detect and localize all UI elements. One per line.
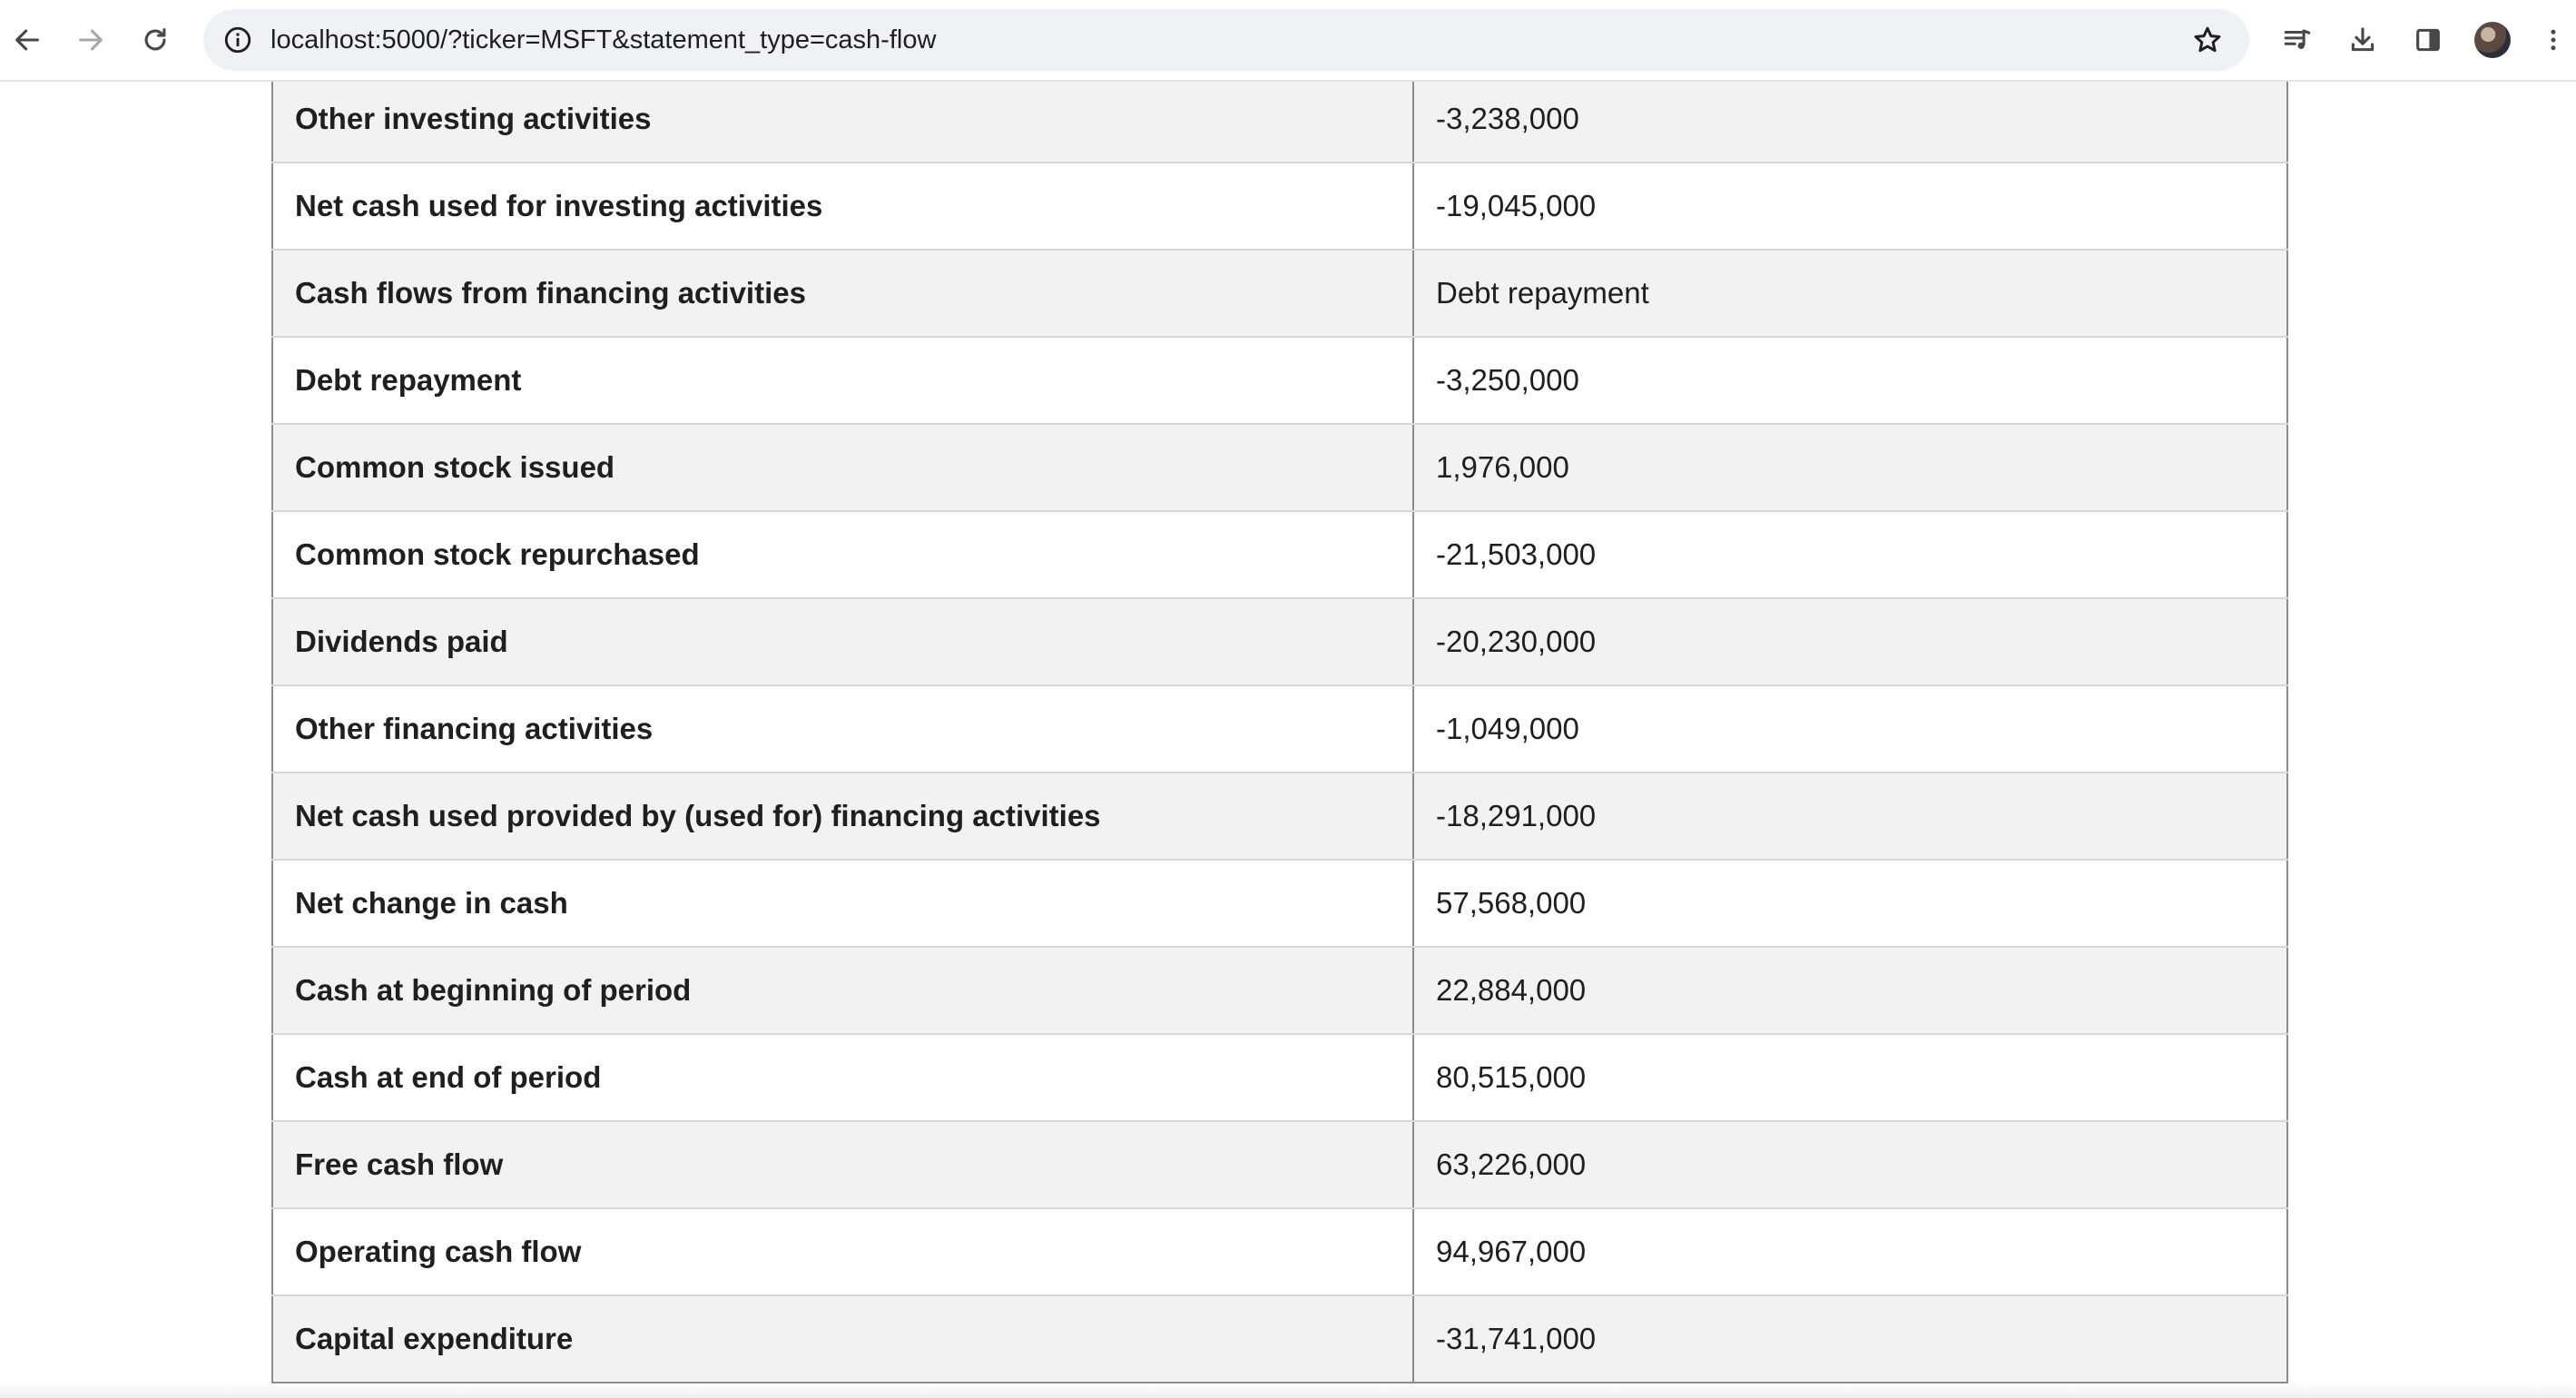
row-value: -20,230,000 [1412,597,2288,686]
table-row: Net cash used provided by (used for) fin… [271,772,2288,861]
row-value: 1,976,000 [1412,423,2288,512]
reload-button[interactable] [134,19,176,61]
table-row: Net cash used for investing activities -… [271,162,2288,251]
forward-button[interactable] [70,19,112,61]
row-label: Common stock repurchased [271,510,1414,599]
avatar[interactable] [2474,22,2511,58]
table-row: Free cash flow 63,226,000 [271,1120,2288,1209]
row-label: Cash at beginning of period [271,946,1414,1035]
table-row: Dividends paid -20,230,000 [271,597,2288,686]
url-text[interactable]: localhost:5000/?ticker=MSFT&statement_ty… [270,25,937,54]
row-label: Net cash used provided by (used for) fin… [271,772,1414,861]
row-value: 80,515,000 [1412,1033,2288,1122]
menu-button[interactable] [2540,19,2567,61]
row-label: Net change in cash [271,859,1414,948]
row-value: 22,884,000 [1412,946,2288,1035]
table-row: Capital expenditure -31,741,000 [271,1295,2288,1383]
table-row: Common stock issued 1,976,000 [271,423,2288,512]
row-label: Common stock issued [271,423,1414,512]
row-label: Capital expenditure [271,1295,1414,1383]
table-row: Cash at end of period 80,515,000 [271,1033,2288,1122]
side-panel-button[interactable] [2407,19,2449,61]
row-value: -1,049,000 [1412,684,2288,773]
row-label: Other financing activities [271,684,1414,773]
bookmark-button[interactable] [2186,18,2229,62]
row-label: Operating cash flow [271,1207,1414,1296]
table-row: Net change in cash 57,568,000 [271,859,2288,948]
arrow-left-icon [15,29,39,51]
row-value: -3,250,000 [1412,336,2288,425]
row-value: -21,503,000 [1412,510,2288,599]
table-row: Debt repayment -3,250,000 [271,336,2288,425]
media-queue-button[interactable] [2276,19,2318,61]
row-label: Net cash used for investing activities [271,162,1414,251]
reload-icon [144,28,166,51]
kebab-menu-icon [2551,29,2556,51]
address-bar[interactable]: localhost:5000/?ticker=MSFT&statement_ty… [203,9,2249,71]
row-value: -18,291,000 [1412,772,2288,861]
table-row: Other investing activities -3,238,000 [271,82,2288,163]
row-value: 94,967,000 [1412,1207,2288,1296]
table-row: Common stock repurchased -21,503,000 [271,510,2288,599]
info-circle-icon [224,26,251,54]
row-value: 63,226,000 [1412,1120,2288,1209]
row-value: -31,741,000 [1412,1295,2288,1383]
site-info-button[interactable] [216,18,260,62]
row-label: Free cash flow [271,1120,1414,1209]
row-label: Other investing activities [271,82,1414,163]
star-icon [2194,26,2221,53]
arrow-right-icon [79,29,103,51]
row-label: Cash at end of period [271,1033,1414,1122]
browser-toolbar: localhost:5000/?ticker=MSFT&statement_ty… [0,0,2576,82]
table-row: Other financing activities -1,049,000 [271,684,2288,773]
row-label: Dividends paid [271,597,1414,686]
row-value: -3,238,000 [1412,82,2288,163]
side-panel-icon [2416,28,2440,52]
cash-flow-table: Other investing activities -3,238,000 Ne… [271,82,2288,1383]
table-row: Cash at beginning of period 22,884,000 [271,946,2288,1035]
row-label: Debt repayment [271,336,1414,425]
downloads-button[interactable] [2342,19,2384,61]
row-value: 57,568,000 [1412,859,2288,948]
media-queue-icon [2284,29,2311,50]
row-label: Cash flows from financing activities [271,249,1414,338]
scroll-shadow [0,1382,2576,1398]
table-row: Operating cash flow 94,967,000 [271,1207,2288,1296]
table-row: Cash flows from financing activities Deb… [271,249,2288,338]
cash-flow-table-container: Other investing activities -3,238,000 Ne… [271,82,2288,1383]
page-content: Other investing activities -3,238,000 Ne… [0,82,2576,1398]
row-value: -19,045,000 [1412,162,2288,251]
row-value: Debt repayment [1412,249,2288,338]
download-icon [2351,27,2374,52]
back-button[interactable] [6,19,48,61]
